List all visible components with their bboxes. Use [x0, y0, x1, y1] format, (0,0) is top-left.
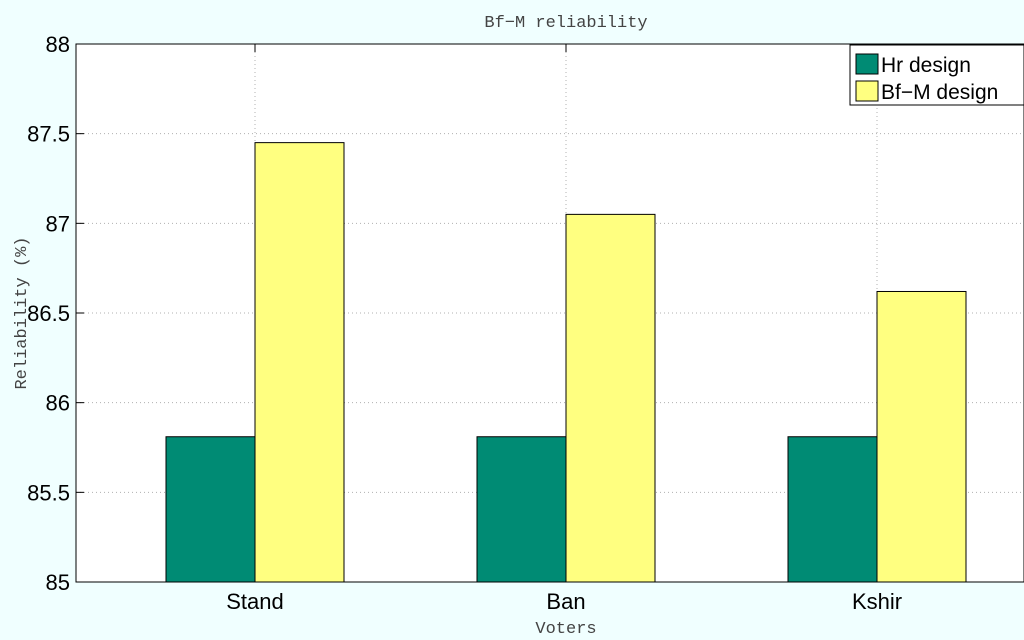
axis-ticks: 85 85.5 86 86.5 87 87.5 88 Stand Ban Kshir — [27, 32, 902, 614]
bar-bf-m-design-kshir — [876, 290, 967, 583]
bar-hr-design-kshir — [787, 436, 878, 583]
y-tick-label: 86 — [46, 391, 70, 416]
y-tick-label: 87.5 — [27, 122, 70, 147]
bar-bf-m-design-stand — [254, 142, 345, 583]
y-tick-label: 85.5 — [27, 480, 70, 505]
legend-box — [849, 44, 1024, 106]
x-tick-label: Kshir — [852, 589, 902, 614]
bar-hr-design-ban — [476, 436, 567, 583]
y-tick-label: 87 — [46, 211, 70, 236]
y-axis-label: Reliability (%) — [13, 236, 32, 389]
bar-hr-design-stand — [165, 436, 256, 583]
x-axis-label: Voters — [535, 620, 596, 639]
y-tick-label: 88 — [46, 32, 70, 57]
legend-swatch-hr-design — [855, 53, 879, 75]
legend-label-bf-m-design: Bf−M design — [881, 81, 998, 104]
legend: Hr design Bf−M design — [849, 44, 1024, 106]
x-tick-label: Ban — [546, 589, 585, 614]
legend-swatch-bf-m-design — [855, 80, 879, 102]
y-tick-label: 85 — [46, 570, 70, 595]
x-tick-label: Stand — [226, 589, 284, 614]
y-tick-label: 86.5 — [27, 301, 70, 326]
bars — [165, 142, 967, 583]
chart-title: Bf−M reliability — [484, 14, 647, 33]
bar-bf-m-design-ban — [565, 213, 656, 583]
legend-label-hr-design: Hr design — [881, 54, 971, 77]
